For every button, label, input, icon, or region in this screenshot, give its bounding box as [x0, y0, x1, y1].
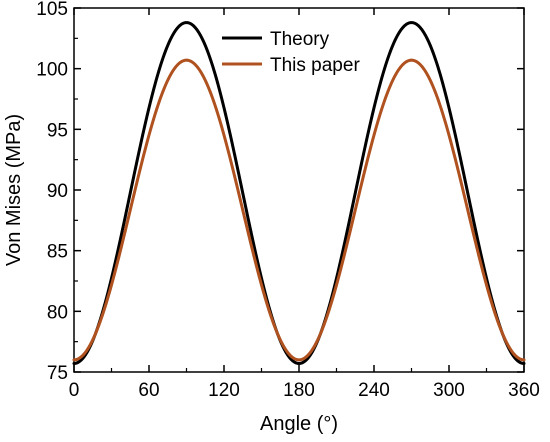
axes-layer: 0 60 120 180 240 300 360 75 80 85 90 95 100 105 — [36, 0, 540, 401]
x-tick-label: 300 — [433, 380, 465, 401]
y-tick-label: 95 — [47, 120, 68, 141]
series-line-2 — [72, 58, 526, 362]
x-tick-label: 240 — [358, 380, 390, 401]
x-tick-label: 360 — [508, 380, 540, 401]
y-tick-label: 90 — [47, 181, 68, 202]
y-tick-label: 75 — [47, 363, 68, 384]
y-axis-title: Von Mises (MPa) — [3, 114, 25, 266]
y-tick-label: 85 — [47, 242, 68, 263]
y-tick-label: 100 — [36, 60, 68, 81]
x-axis-title: Angle (°) — [260, 413, 338, 435]
x-tick-label: 0 — [69, 380, 80, 401]
x-tick-label: 180 — [283, 380, 315, 401]
y-tick-label: 105 — [36, 0, 68, 20]
y-tick-label: 80 — [47, 302, 68, 323]
series-line-1 — [72, 21, 526, 366]
legend: Theory This paper — [222, 29, 360, 76]
x-tick-label: 60 — [138, 380, 159, 401]
legend-label-2: This paper — [270, 55, 360, 76]
series-layer — [72, 21, 526, 366]
legend-label-1: Theory — [270, 29, 330, 50]
x-tick-label: 120 — [208, 380, 240, 401]
